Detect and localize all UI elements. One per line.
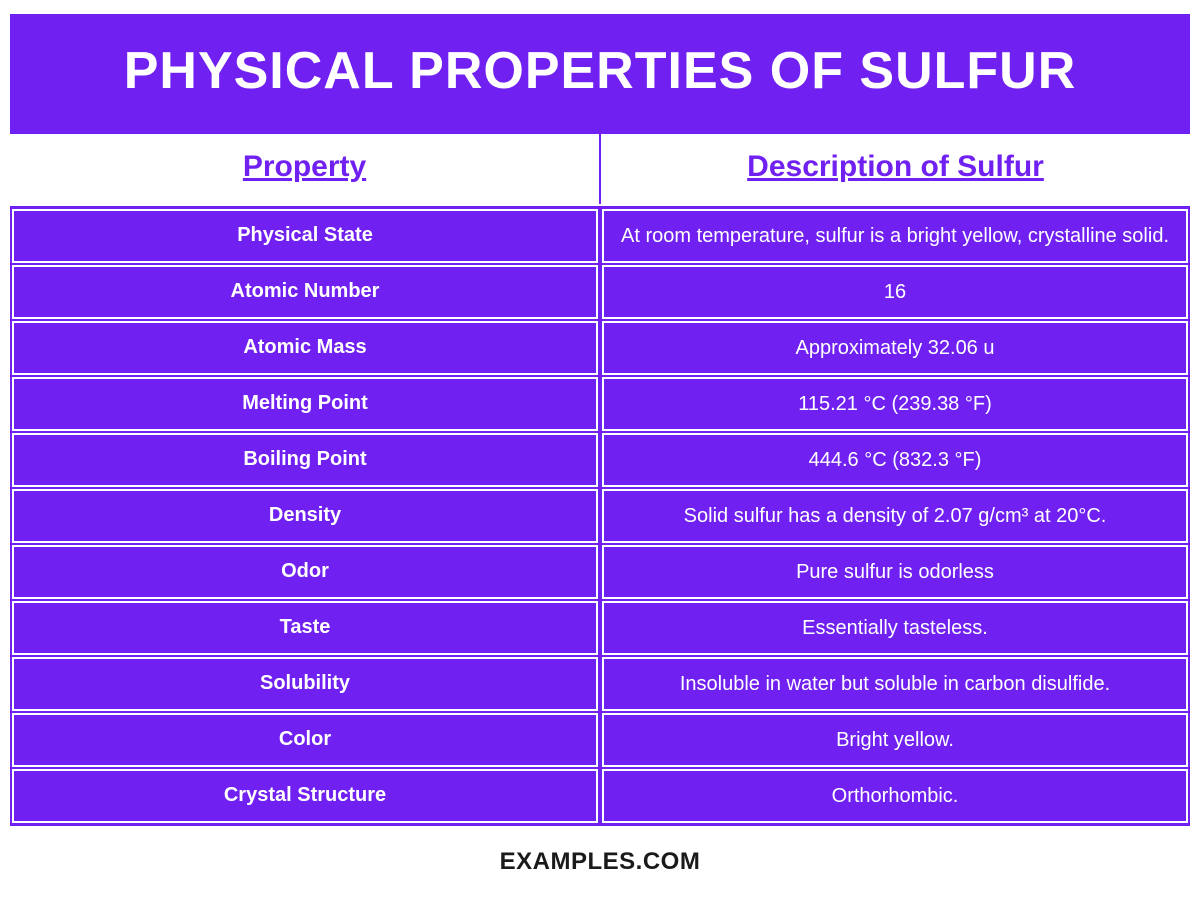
description-cell: Insoluble in water but soluble in carbon… xyxy=(602,657,1188,711)
footer-attribution: EXAMPLES.COM xyxy=(10,826,1190,886)
description-cell: Essentially tasteless. xyxy=(602,601,1188,655)
description-cell: 16 xyxy=(602,265,1188,319)
table-row: Solubility Insoluble in water but solubl… xyxy=(10,656,1190,712)
property-cell: Taste xyxy=(12,601,598,655)
main-title: PHYSICAL PROPERTIES OF SULFUR xyxy=(30,42,1170,102)
table-row: Taste Essentially tasteless. xyxy=(10,600,1190,656)
table-header-row: Property Description of Sulfur xyxy=(10,134,1190,206)
property-cell: Melting Point xyxy=(12,377,598,431)
description-cell: 115.21 °C (239.38 °F) xyxy=(602,377,1188,431)
property-cell: Density xyxy=(12,489,598,543)
table-row: Density Solid sulfur has a density of 2.… xyxy=(10,488,1190,544)
property-cell: Boiling Point xyxy=(12,433,598,487)
property-cell: Crystal Structure xyxy=(12,769,598,823)
table-row: Boiling Point 444.6 °C (832.3 °F) xyxy=(10,432,1190,488)
title-bar: PHYSICAL PROPERTIES OF SULFUR xyxy=(10,14,1190,134)
property-cell: Atomic Mass xyxy=(12,321,598,375)
description-cell: Orthorhombic. xyxy=(602,769,1188,823)
table-row: Odor Pure sulfur is odorless xyxy=(10,544,1190,600)
description-cell: At room temperature, sulfur is a bright … xyxy=(602,209,1188,263)
column-header-description: Description of Sulfur xyxy=(601,134,1190,204)
description-cell: Approximately 32.06 u xyxy=(602,321,1188,375)
property-cell: Solubility xyxy=(12,657,598,711)
description-cell: Solid sulfur has a density of 2.07 g/cm³… xyxy=(602,489,1188,543)
description-cell: Bright yellow. xyxy=(602,713,1188,767)
table-row: Color Bright yellow. xyxy=(10,712,1190,768)
table-row: Crystal Structure Orthorhombic. xyxy=(10,768,1190,824)
table-row: Atomic Number 16 xyxy=(10,264,1190,320)
table-row: Melting Point 115.21 °C (239.38 °F) xyxy=(10,376,1190,432)
column-header-property: Property xyxy=(10,134,601,204)
property-cell: Color xyxy=(12,713,598,767)
description-cell: Pure sulfur is odorless xyxy=(602,545,1188,599)
table-row: Atomic Mass Approximately 32.06 u xyxy=(10,320,1190,376)
infographic-container: PHYSICAL PROPERTIES OF SULFUR Property D… xyxy=(0,0,1200,900)
table-body: Physical State At room temperature, sulf… xyxy=(10,206,1190,826)
table-row: Physical State At room temperature, sulf… xyxy=(10,208,1190,264)
property-cell: Physical State xyxy=(12,209,598,263)
description-cell: 444.6 °C (832.3 °F) xyxy=(602,433,1188,487)
property-cell: Atomic Number xyxy=(12,265,598,319)
property-cell: Odor xyxy=(12,545,598,599)
